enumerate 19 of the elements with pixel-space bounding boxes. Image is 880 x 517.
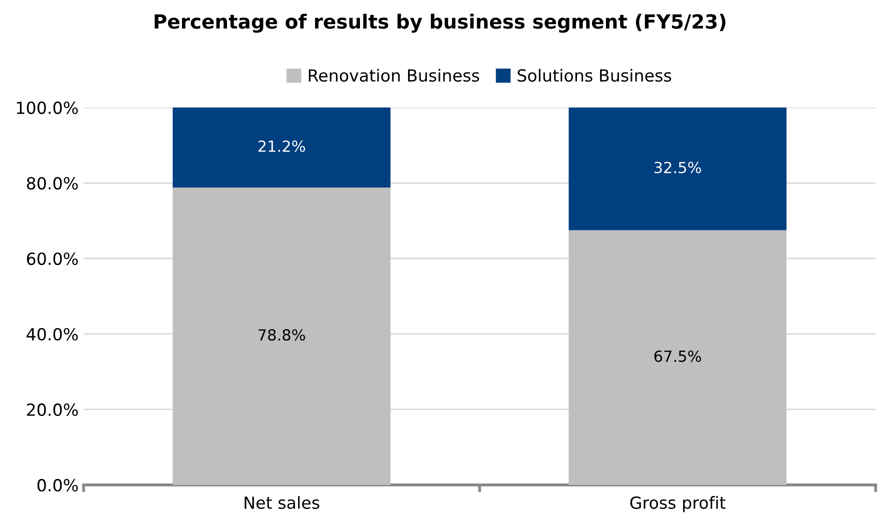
- y-tick-label: 40.0%: [26, 328, 78, 341]
- y-tick-label: 80.0%: [26, 176, 78, 190]
- x-tick-label: Gross profit: [630, 496, 726, 512]
- bar: [172, 108, 390, 188]
- y-tick-label: 0.0%: [37, 478, 78, 492]
- legend-label: Solutions Business: [518, 68, 672, 82]
- legend-label: Renovation Business: [308, 68, 480, 82]
- x-tick-label: Net sales: [244, 496, 320, 509]
- y-tick-label: 60.0%: [26, 252, 78, 266]
- chart-title: Percentage of results by business segment (FY5/23): [154, 14, 726, 33]
- bar: [568, 108, 786, 230]
- data-label: 21.2%: [258, 140, 306, 152]
- y-tick-label: 20.0%: [27, 403, 78, 416]
- data-label: 67.5%: [654, 350, 702, 362]
- data-label: 32.5%: [654, 162, 702, 174]
- y-tick-label: 100.0%: [17, 102, 78, 114]
- bar: [568, 230, 786, 485]
- data-label: 78.8%: [258, 329, 306, 341]
- bar: [172, 188, 390, 485]
